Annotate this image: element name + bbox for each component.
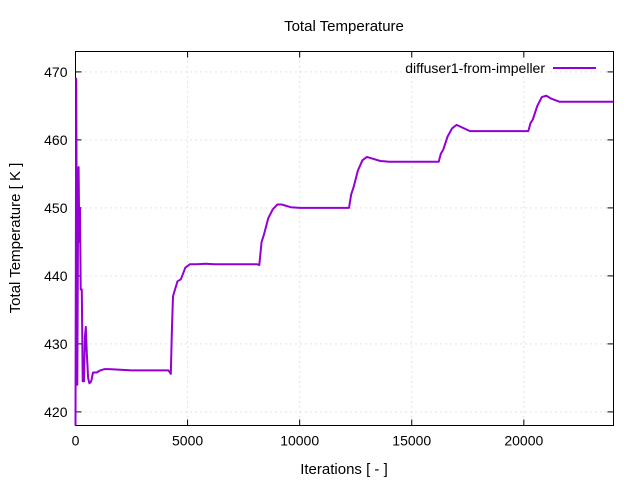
x-tick-label: 15000 (392, 433, 431, 449)
series-line-0 (74, 77, 614, 426)
y-tick-label: 460 (44, 132, 68, 148)
legend-label: diffuser1-from-impeller (405, 60, 545, 76)
x-tick-label: 5000 (172, 433, 203, 449)
axis-ticks: 0 5000 10000 15000 20000 420 430 440 450 460 470 (44, 51, 614, 449)
y-tick-label: 420 (44, 404, 68, 420)
y-tick-label: 450 (44, 200, 68, 216)
x-tick-label: 20000 (504, 433, 543, 449)
x-tick-label: 0 (72, 433, 80, 449)
y-tick-label: 440 (44, 268, 68, 284)
y-axis-label: Total Temperature [ K ] (7, 163, 24, 314)
y-tick-label: 430 (44, 336, 68, 352)
legend: diffuser1-from-impeller (405, 60, 596, 76)
y-tick-label: 470 (44, 64, 68, 80)
x-axis-label: Iterations [ - ] (300, 461, 388, 478)
series-layer (74, 77, 614, 426)
chart-title: Total Temperature (284, 18, 404, 35)
x-tick-label: 10000 (280, 433, 319, 449)
